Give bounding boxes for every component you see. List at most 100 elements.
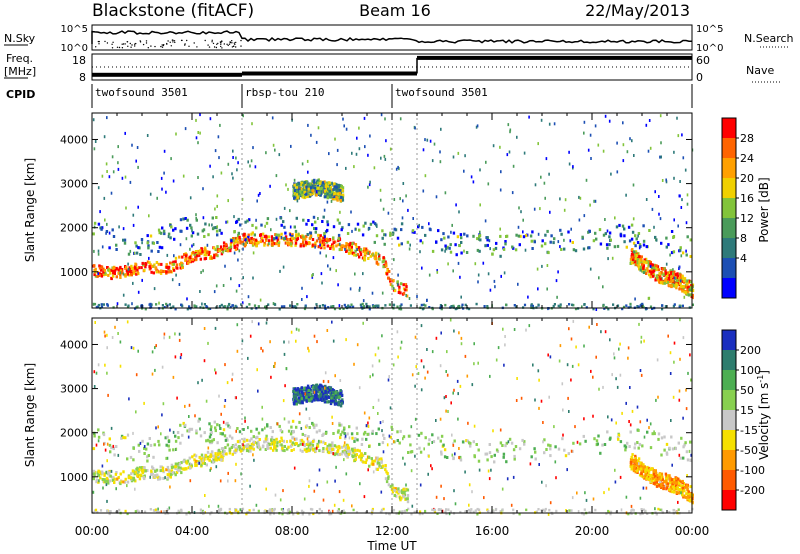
echo-cell: [295, 397, 298, 401]
echo-cell: [94, 274, 98, 278]
echo-cell: [293, 183, 296, 187]
echo-cell: [326, 480, 329, 484]
echo-cell: [553, 425, 555, 429]
echo-cell: [286, 440, 288, 444]
echo-cell: [236, 237, 239, 241]
echo-cell: [251, 442, 255, 446]
echo-cell: [214, 368, 216, 372]
echo-cell: [323, 246, 326, 250]
echo-cell: [362, 299, 365, 303]
echo-cell: [181, 265, 184, 269]
echo-cell: [593, 199, 595, 203]
echo-cell: [189, 466, 192, 470]
echo-cell: [335, 269, 337, 273]
echo-cell: [405, 288, 408, 292]
echo-cell: [273, 365, 276, 368]
echo-cell: [141, 439, 144, 443]
echo-cell: [187, 435, 190, 439]
echo-cell: [663, 435, 666, 439]
echo-cell: [150, 249, 153, 253]
echo-cell: [381, 429, 383, 433]
nsearch-dot: [104, 40, 106, 43]
echo-cell: [369, 180, 371, 184]
echo-cell: [567, 396, 569, 400]
echo-cell: [563, 448, 566, 452]
echo-cell: [689, 494, 692, 498]
echo-cell: [581, 235, 584, 239]
nsearch-dot: [171, 39, 174, 41]
echo-cell: [571, 364, 574, 368]
echo-cell: [338, 400, 341, 404]
echo-cell: [321, 281, 323, 285]
echo-cell: [302, 244, 305, 248]
echo-cell: [252, 435, 255, 439]
echo-cell: [236, 323, 239, 327]
echo-cell: [305, 399, 308, 403]
echo-cell: [292, 394, 296, 398]
echo-cell: [635, 254, 638, 257]
echo-cell: [346, 446, 350, 450]
echo-cell: [95, 371, 98, 375]
freq-unit: [MHz]: [4, 65, 36, 78]
nsearch-dot: [240, 45, 242, 47]
echo-cell: [440, 238, 443, 242]
echo-cell: [157, 507, 159, 511]
echo-cell: [302, 395, 305, 399]
ground-cell: [164, 512, 167, 515]
echo-cell: [189, 223, 192, 227]
echo-cell: [151, 472, 154, 476]
echo-cell: [451, 433, 453, 437]
echo-cell: [670, 284, 673, 288]
echo-cell: [649, 146, 652, 150]
echo-cell: [362, 250, 365, 253]
echo-cell: [339, 210, 341, 214]
ground-cell: [338, 511, 341, 514]
echo-cell: [177, 468, 180, 472]
echo-cell: [424, 233, 427, 237]
echo-cell: [362, 460, 365, 464]
echo-cell: [365, 437, 368, 441]
echo-cell: [339, 436, 342, 440]
echo-cell: [402, 182, 405, 185]
echo-cell: [305, 407, 308, 411]
echo-cell: [204, 454, 208, 458]
echo-cell: [218, 452, 221, 456]
echo-cell: [689, 353, 691, 357]
echo-cell: [308, 236, 312, 240]
echo-cell: [671, 279, 674, 283]
echo-cell: [158, 270, 161, 274]
echo-cell: [203, 431, 206, 435]
echo-cell: [177, 466, 180, 470]
echo-cell: [103, 196, 106, 200]
echo-cell: [638, 246, 641, 250]
echo-cell: [341, 198, 345, 202]
echo-cell: [311, 447, 315, 451]
echo-cell: [492, 248, 496, 252]
ground-cell: [486, 508, 489, 512]
echo-cell: [679, 318, 681, 322]
echo-cell: [672, 395, 675, 399]
echo-cell: [235, 396, 237, 400]
echo-cell: [306, 195, 309, 199]
echo-cell: [170, 463, 174, 467]
echo-cell: [385, 272, 389, 276]
ground-cell: [607, 509, 610, 513]
echo-cell: [559, 344, 562, 348]
ground-cell: [350, 303, 353, 306]
echo-cell: [655, 478, 658, 482]
echo-cell: [351, 436, 354, 440]
echo-cell: [165, 443, 168, 447]
ground-cell: [162, 510, 166, 513]
echo-cell: [482, 261, 485, 265]
echo-cell: [211, 439, 214, 443]
echo-cell: [583, 344, 585, 348]
echo-cell: [171, 278, 174, 282]
echo-cell: [330, 199, 333, 203]
ground-cell: [396, 305, 399, 308]
echo-cell: [178, 283, 181, 286]
echo-cell: [473, 362, 475, 366]
echo-cell: [351, 454, 354, 458]
echo-cell: [293, 466, 296, 470]
echo-cell: [663, 281, 666, 285]
echo-cell: [670, 251, 674, 255]
